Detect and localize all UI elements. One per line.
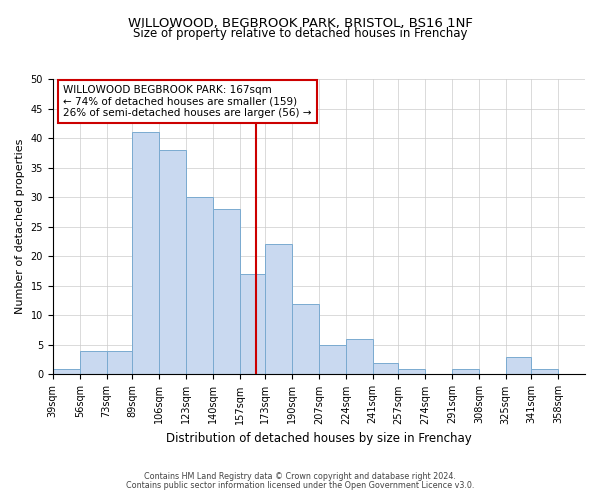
Bar: [531, 368, 558, 374]
Text: Size of property relative to detached houses in Frenchay: Size of property relative to detached ho…: [133, 28, 467, 40]
Bar: [107, 351, 132, 374]
Bar: [213, 209, 239, 374]
Text: Contains HM Land Registry data © Crown copyright and database right 2024.: Contains HM Land Registry data © Crown c…: [144, 472, 456, 481]
Bar: [452, 368, 479, 374]
Text: Contains public sector information licensed under the Open Government Licence v3: Contains public sector information licen…: [126, 481, 474, 490]
Y-axis label: Number of detached properties: Number of detached properties: [15, 139, 25, 314]
Bar: [186, 197, 213, 374]
Bar: [398, 368, 425, 374]
Bar: [132, 132, 159, 374]
Bar: [319, 345, 346, 374]
Text: WILLOWOOD BEGBROOK PARK: 167sqm
← 74% of detached houses are smaller (159)
26% o: WILLOWOOD BEGBROOK PARK: 167sqm ← 74% of…: [64, 85, 312, 118]
Text: WILLOWOOD, BEGBROOK PARK, BRISTOL, BS16 1NF: WILLOWOOD, BEGBROOK PARK, BRISTOL, BS16 …: [128, 18, 472, 30]
X-axis label: Distribution of detached houses by size in Frenchay: Distribution of detached houses by size …: [166, 432, 472, 445]
Bar: [373, 362, 398, 374]
Bar: [346, 339, 373, 374]
Bar: [265, 244, 292, 374]
Bar: [53, 368, 80, 374]
Bar: [239, 274, 265, 374]
Bar: [506, 356, 531, 374]
Bar: [159, 150, 186, 374]
Bar: [292, 304, 319, 374]
Bar: [80, 351, 107, 374]
